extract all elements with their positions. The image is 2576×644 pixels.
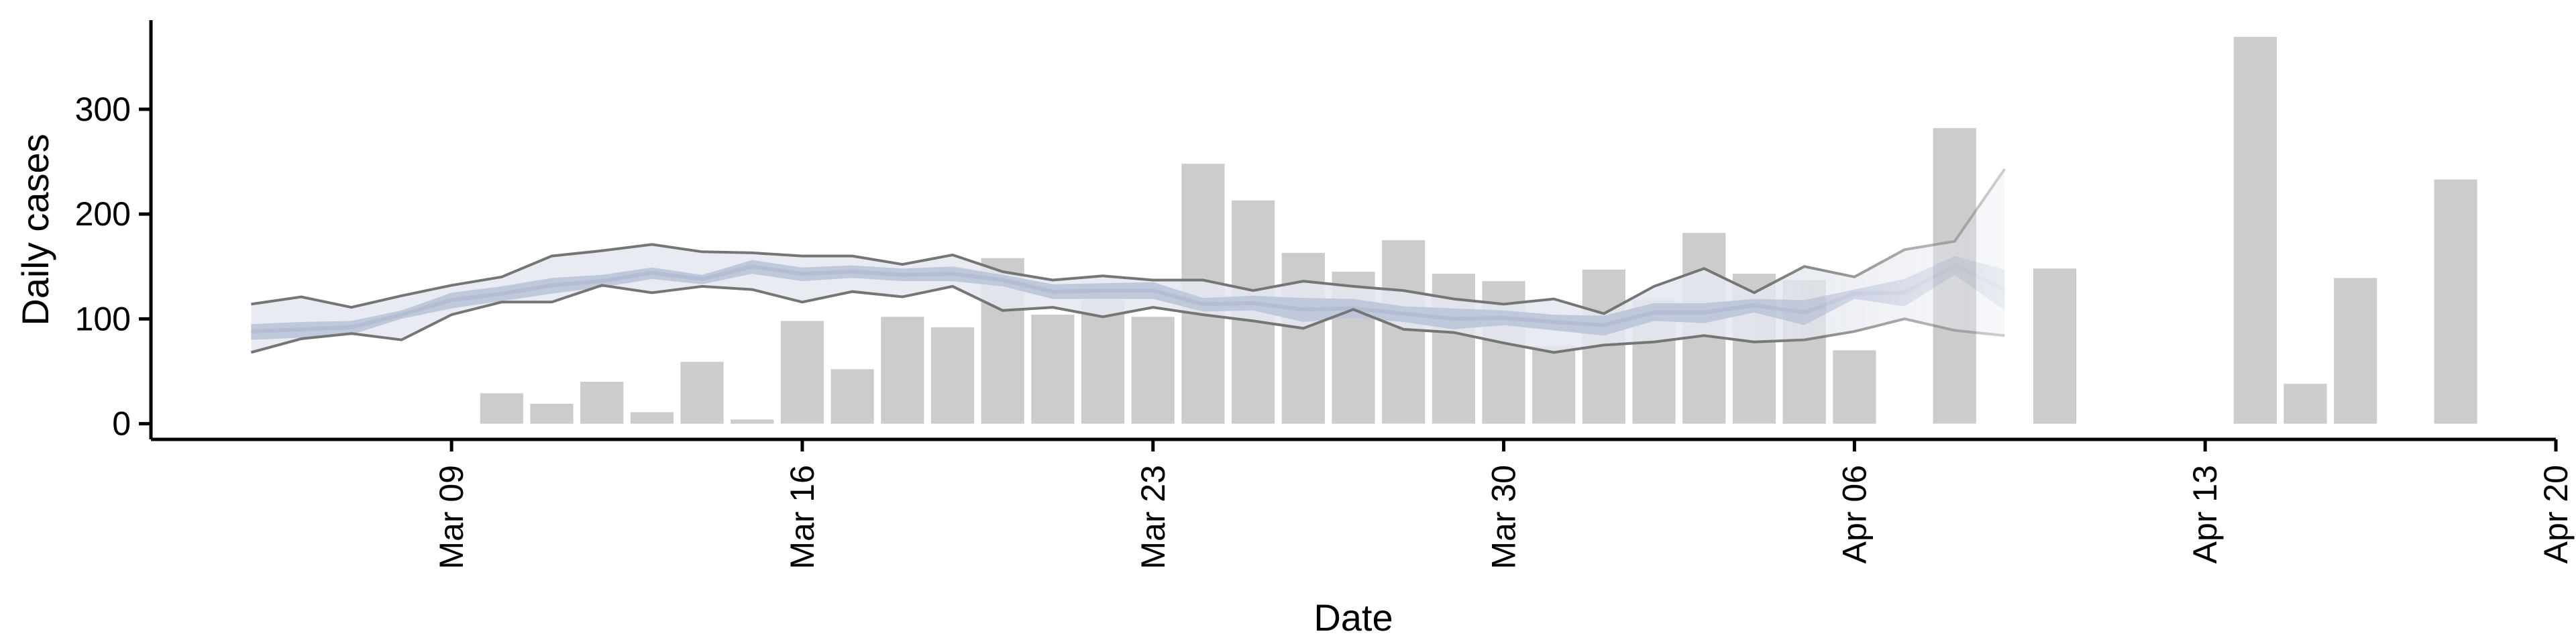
- bar: [1833, 350, 1876, 424]
- y-tick-label: 0: [112, 405, 131, 443]
- axes-layer: [149, 20, 2556, 441]
- forecast-layer: [250, 168, 2006, 354]
- x-tick-label: Mar 30: [1485, 465, 1523, 570]
- bar: [731, 419, 774, 424]
- x-axis-title: Date: [1313, 596, 1393, 639]
- bar: [630, 412, 674, 424]
- bar: [2434, 179, 2477, 424]
- y-tick-label: 100: [75, 300, 131, 337]
- y-tick-label: 300: [75, 91, 131, 128]
- outer-band: [251, 168, 2005, 353]
- x-tick-label: Apr 13: [2186, 465, 2224, 564]
- bar: [2334, 278, 2377, 424]
- bar: [1081, 300, 1125, 424]
- bar: [1131, 317, 1175, 424]
- bar: [930, 327, 975, 424]
- x-tick-label: Mar 09: [433, 465, 470, 570]
- bar: [2033, 268, 2077, 424]
- bar: [530, 403, 574, 424]
- upper-bound-line: [251, 168, 2006, 315]
- lower-bound-line: [250, 284, 2005, 354]
- bar: [2233, 37, 2277, 424]
- ticks-layer: 0 100 200 300 Mar 09 Mar 16 Mar 23 Mar 30 Apr 06…: [75, 91, 2575, 570]
- bar: [1281, 252, 1325, 424]
- bars-layer: [480, 37, 2477, 424]
- forecast-group: [250, 168, 2006, 354]
- bar: [780, 321, 824, 424]
- bar: [1382, 240, 1426, 424]
- x-tick-label: Apr 20: [2537, 465, 2575, 564]
- bar: [2284, 384, 2327, 424]
- x-tick-label: Mar 16: [784, 465, 821, 570]
- bar: [881, 317, 924, 424]
- bar: [830, 369, 874, 424]
- median-line: [251, 263, 2006, 334]
- x-tick-label: Mar 23: [1134, 465, 1172, 570]
- bar: [580, 382, 624, 424]
- bar: [680, 362, 724, 424]
- bar: [1031, 315, 1075, 424]
- bar: [480, 393, 523, 424]
- x-tick-label: Apr 06: [1835, 465, 1873, 564]
- bar: [1532, 345, 1576, 424]
- y-axis-title: Daily cases: [14, 133, 56, 325]
- y-tick-label: 200: [75, 195, 131, 233]
